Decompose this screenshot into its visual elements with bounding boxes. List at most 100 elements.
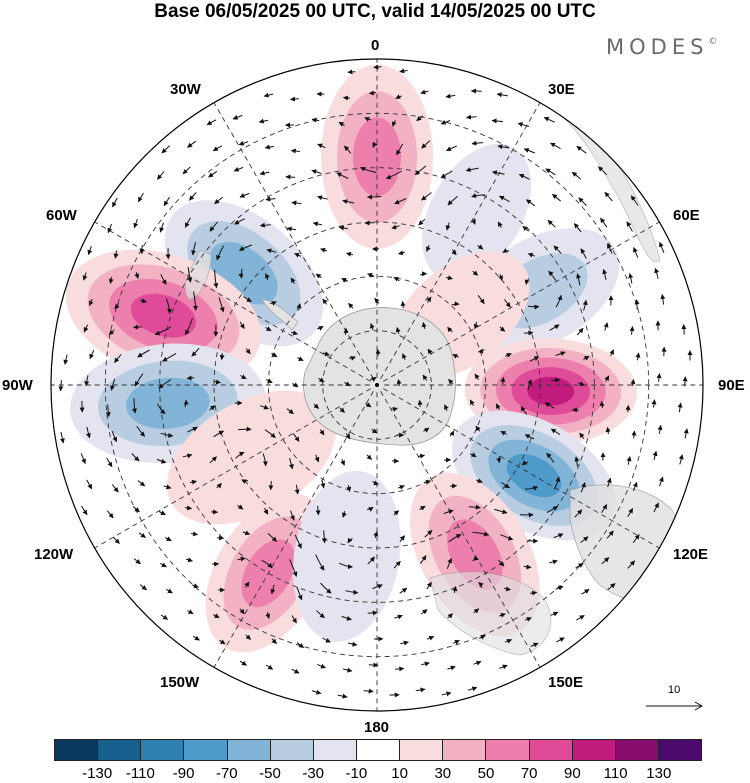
wind-vector	[106, 510, 114, 519]
wind-vector	[445, 222, 451, 231]
wind-vector	[111, 430, 118, 443]
wind-vector	[320, 480, 326, 489]
wind-vector	[499, 612, 506, 618]
wind-vector	[106, 457, 113, 468]
colorbar-swatch	[184, 740, 228, 760]
wind-vector	[81, 505, 88, 516]
wind-vector	[82, 272, 88, 281]
colorbar-tick-label: -90	[172, 765, 195, 782]
colorbar-swatch	[615, 740, 659, 760]
wind-vector	[271, 638, 277, 644]
wind-vector	[601, 557, 610, 565]
wind-vector	[366, 506, 374, 512]
wind-vector	[556, 637, 565, 643]
wind-vector	[156, 458, 167, 464]
colorbar-swatch	[529, 740, 573, 760]
wind-vector	[184, 318, 193, 336]
wind-vector	[497, 144, 510, 150]
wind-vector	[344, 381, 351, 387]
lon-label-90w: 90W	[2, 377, 33, 394]
wind-vector	[424, 530, 433, 538]
wind-vector	[368, 662, 379, 668]
wind-vector	[418, 219, 426, 226]
wind-vector	[478, 348, 485, 354]
wind-vector	[402, 353, 407, 360]
wind-vector	[133, 558, 141, 565]
wind-vector	[400, 640, 409, 646]
wind-vector	[213, 269, 219, 289]
wind-vector	[348, 355, 356, 361]
wind-vector	[113, 250, 119, 259]
lat-lon-grid	[51, 59, 703, 711]
wind-vector	[602, 268, 608, 280]
wind-vector	[394, 198, 407, 205]
wind-vector	[338, 121, 345, 127]
wind-vector	[606, 477, 612, 488]
wind-vector	[84, 375, 90, 387]
wind-vector	[574, 456, 580, 467]
wind-vector	[627, 560, 636, 569]
wind-vector	[239, 608, 245, 615]
wind-vector	[550, 428, 561, 436]
wind-vector	[417, 453, 425, 459]
wind-vector	[477, 294, 485, 305]
wind-vector	[258, 118, 269, 124]
wind-vector	[421, 322, 427, 330]
wind-vector	[471, 140, 484, 146]
wind-vector	[108, 329, 115, 336]
wind-vector	[576, 327, 584, 336]
wind-vector	[185, 557, 193, 563]
wind-vector	[347, 641, 358, 647]
lon-label-30e: 30E	[548, 81, 575, 98]
wind-vector	[525, 486, 539, 491]
wind-vector	[445, 93, 456, 99]
wind-vector	[263, 507, 269, 515]
wind-vector	[523, 148, 535, 154]
wind-vector	[479, 634, 486, 640]
wind-vector	[391, 120, 397, 127]
wind-vector	[500, 376, 506, 385]
colorbar-swatch	[356, 740, 401, 760]
wind-vector	[625, 404, 631, 413]
wind-vector	[136, 425, 146, 437]
wind-vector	[478, 581, 484, 588]
wind-vector	[186, 375, 195, 381]
wind-vector	[290, 148, 300, 154]
colorbar-ticks: -130 -110 -90 -70 -50 -30 -10 10 30 50 70 90 110 130	[0, 766, 750, 782]
wind-vector	[323, 351, 330, 357]
wind-vector	[192, 583, 199, 589]
colorbar-swatch	[400, 740, 444, 760]
wind-vector	[524, 278, 530, 285]
wind-vector	[83, 324, 89, 333]
lon-label-180: 180	[364, 719, 390, 736]
wind-vector	[266, 248, 277, 254]
wind-vector	[312, 221, 323, 227]
wind-vector	[447, 613, 453, 619]
wind-vector	[112, 197, 118, 208]
wind-vector	[182, 166, 191, 175]
wind-vector	[317, 143, 326, 149]
wind-vector	[288, 458, 294, 470]
colorbar-tick-label: -130	[82, 765, 113, 782]
wind-vector	[375, 348, 381, 357]
wind-vector	[553, 476, 561, 490]
wind-vector	[546, 452, 555, 463]
wind-vector	[209, 405, 216, 411]
wind-vector	[114, 354, 122, 364]
wind-vector	[286, 408, 294, 415]
wind-vector	[626, 456, 632, 465]
meridian-line	[213, 102, 374, 379]
wind-vector	[112, 536, 120, 544]
wind-vector	[242, 530, 251, 536]
wind-vector	[426, 635, 435, 641]
wind-vector	[165, 298, 173, 314]
wind-vector	[239, 244, 253, 252]
wind-vector	[505, 352, 512, 358]
wind-vector	[628, 273, 634, 284]
wind-vector	[504, 299, 511, 308]
wind-vector	[159, 222, 165, 233]
lon-label-60e: 60E	[673, 207, 700, 224]
wind-vector	[548, 270, 557, 281]
wind-vector	[498, 195, 510, 203]
wind-vector	[658, 476, 664, 487]
